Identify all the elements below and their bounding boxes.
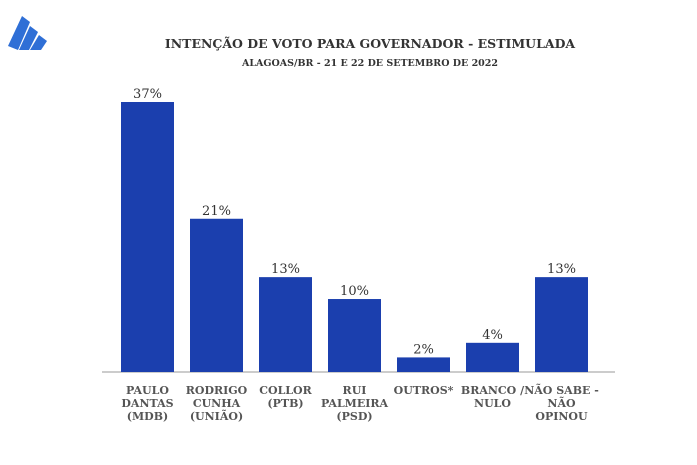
category-label-line: RUI <box>342 384 367 397</box>
category-label-line: PAULO <box>126 384 169 397</box>
category-label-line: NÃO SABE - <box>524 384 599 397</box>
bar <box>259 277 312 372</box>
category-label-line: (PSD) <box>336 410 373 423</box>
category-label-line: NÃO OPINOU <box>535 397 588 423</box>
category-label-line: PALMEIRA <box>320 397 389 410</box>
bar <box>328 299 381 372</box>
category-label: PAULO DANTAS (MDB) <box>108 384 188 423</box>
data-label: 10% <box>340 284 369 299</box>
category-label-line: RODRIGO <box>185 384 248 397</box>
category-label: COLLOR (PTB) <box>246 384 326 410</box>
bar <box>190 218 243 372</box>
category-label: RUI PALMEIRA (PSD) <box>315 384 395 423</box>
chart-subtitle: ALAGOAS/BR - 21 E 22 DE SETEMBRO DE 2022 <box>241 58 499 69</box>
bar <box>121 102 174 372</box>
chart-title: INTENÇÃO DE VOTO PARA GOVERNADOR - ESTIM… <box>164 36 576 51</box>
data-label: 13% <box>547 262 576 277</box>
data-label: 37% <box>133 87 162 102</box>
data-label: 4% <box>482 328 503 343</box>
category-label: BRANCO / NULO <box>453 384 533 410</box>
category-label-line: DANTAS <box>121 397 174 410</box>
category-label-line: BRANCO / <box>460 384 525 397</box>
data-label: 13% <box>271 262 300 277</box>
data-label: 21% <box>202 204 231 219</box>
bar <box>397 357 450 372</box>
category-label-line: COLLOR <box>259 384 312 397</box>
bar <box>466 342 519 372</box>
category-label-line: (PTB) <box>267 397 304 410</box>
category-label-line: (MDB) <box>126 410 169 423</box>
category-label-line: OUTROS* <box>393 384 454 397</box>
logo-icon <box>8 16 47 50</box>
category-label-line: CUNHA <box>192 397 241 410</box>
bar <box>535 277 588 372</box>
category-label: OUTROS* <box>384 384 464 397</box>
category-label-line: (UNIÃO) <box>189 410 244 423</box>
category-label: RODRIGO CUNHA (UNIÃO) <box>177 384 257 423</box>
data-label: 2% <box>413 342 434 357</box>
category-label-line: NULO <box>474 397 511 410</box>
category-label: NÃO SABE - NÃO OPINOU <box>522 384 602 423</box>
